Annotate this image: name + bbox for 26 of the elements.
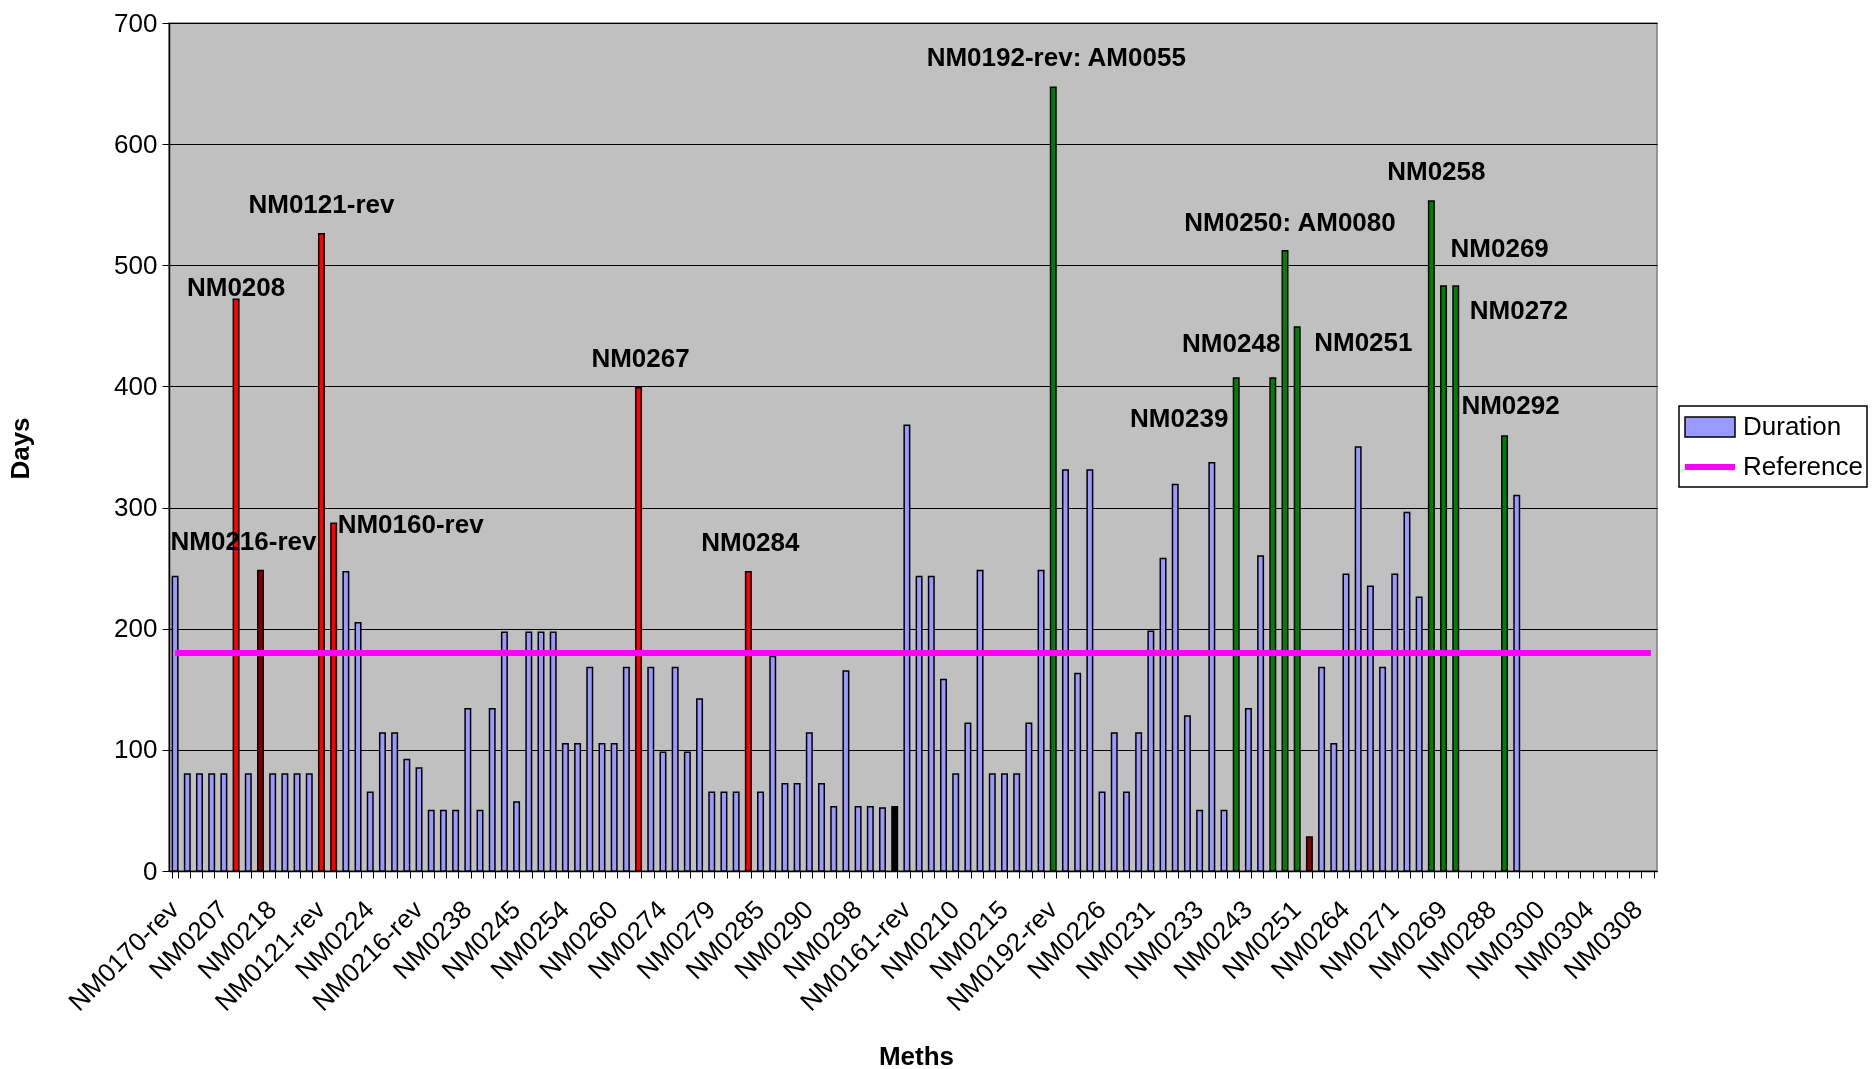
annotation: NM0248: [1182, 327, 1281, 358]
y-tick-label: 0: [143, 855, 158, 886]
annotation: NM0258: [1387, 156, 1486, 187]
annotation: NM0121-rev: [248, 188, 395, 219]
y-tick-label: 500: [114, 249, 158, 280]
annotation: NM0251: [1314, 327, 1413, 358]
y-tick-label: 400: [114, 370, 158, 401]
y-tick-label: 300: [114, 492, 158, 523]
y-tick-label: 200: [114, 613, 158, 644]
annotation: NM0267: [591, 342, 690, 373]
annotation: NM0292: [1461, 390, 1560, 421]
annotation: NM0269: [1450, 232, 1549, 263]
y-tick-label: 600: [114, 128, 158, 159]
legend-label: Duration: [1743, 411, 1842, 441]
annotation: NM0284: [701, 526, 801, 557]
y-tick-label: 100: [114, 734, 158, 765]
annotation: NM0160-rev: [337, 509, 485, 540]
y-axis-title: Days: [4, 417, 35, 480]
x-axis-title: Meths: [878, 1040, 955, 1069]
annotation: NM0272: [1469, 294, 1569, 325]
annotation: NM0250: AM0080: [1184, 206, 1396, 237]
annotation: NM0239: [1130, 402, 1229, 433]
annotation: NM0192-rev: AM0055: [926, 42, 1186, 73]
y-tick-label: 700: [114, 7, 158, 38]
legend-label: Reference: [1743, 451, 1863, 481]
annotation: NM0208: [186, 272, 286, 303]
